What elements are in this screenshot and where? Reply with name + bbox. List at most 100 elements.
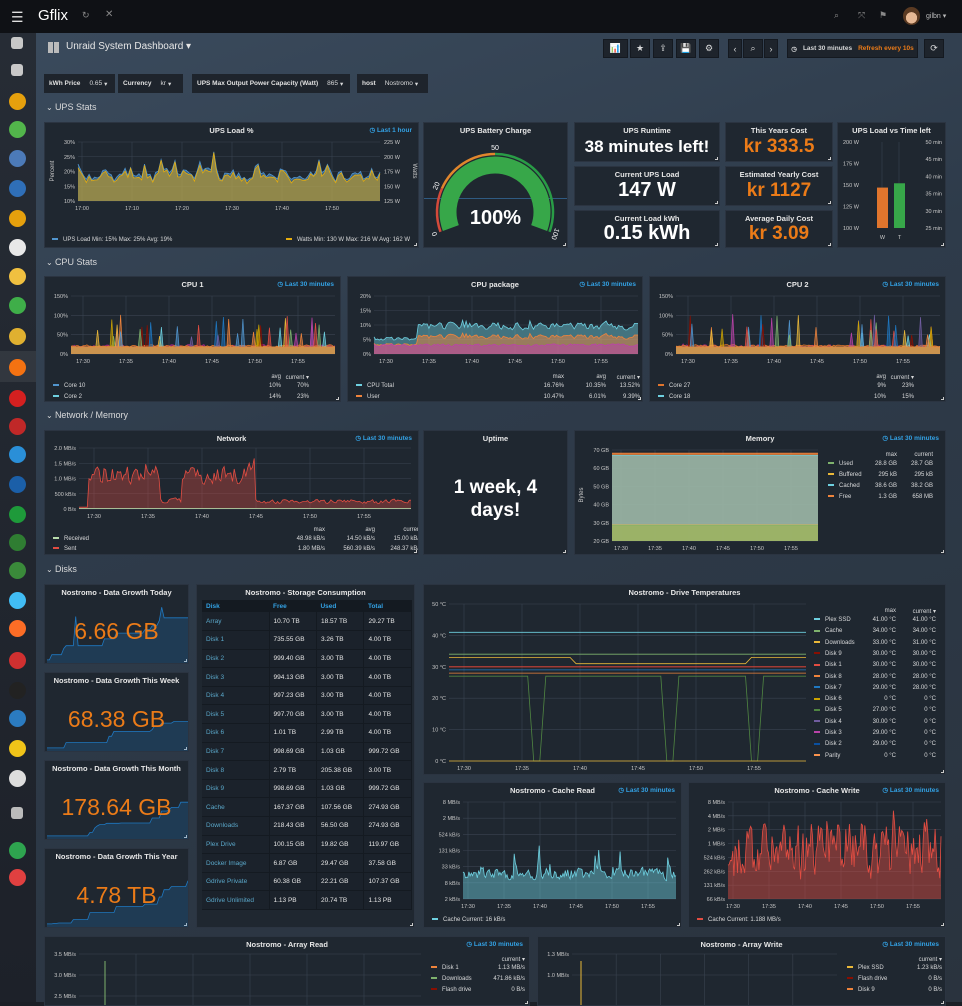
lifebuoy-blue-icon[interactable] [9,239,26,256]
legend-header[interactable]: max [884,608,896,614]
panel-title[interactable]: CPU 1 [181,280,204,289]
row-cpu-stats[interactable]: CPU Stats [46,257,97,267]
bars-app-icon[interactable] [9,562,26,579]
red-download-icon[interactable] [9,652,26,669]
lazy-app-icon[interactable] [9,682,26,699]
chart-canvas[interactable]: 20% 15% 10% 5% 0% 17:30 17:35 17:40 17:45 17:50 17… [348,277,643,402]
settings-button[interactable]: ⚙ [699,39,719,58]
resize-handle[interactable] [336,397,339,400]
avatar[interactable] [903,7,920,25]
variable-ups-max-output-power-capacity-watt[interactable]: UPS Max Output Power Capacity (Watt) 865 ▾ [192,74,350,93]
legend-item[interactable]: Core 2 [53,394,82,400]
resize-handle[interactable] [563,243,566,246]
house-app-icon[interactable] [9,592,26,609]
resize-handle[interactable] [941,550,944,553]
resize-handle[interactable] [828,157,831,160]
variable-kwh-price[interactable]: kWh Price 0.65 ▾ [44,74,115,93]
column-header[interactable]: Disk [202,600,269,612]
chart-canvas[interactable]: 8 MB/s 4 MB/s 2 MB/s 1 MB/s 524 kB/s 262 kB/s… [689,783,946,928]
plex-chevron-icon[interactable] [9,93,26,110]
share-button[interactable]: ⇪ [653,39,673,58]
save-button[interactable]: 💾 [676,39,696,58]
blue-app-icon[interactable] [9,150,26,167]
row-network-memory[interactable]: Network / Memory [46,410,128,420]
resize-handle[interactable] [715,243,718,246]
dashboard-title[interactable]: Unraid System Dashboard ▾ [66,41,192,52]
resize-handle[interactable] [184,923,187,926]
resize-handle[interactable] [410,923,413,926]
chart-canvas[interactable] [45,673,189,752]
green-sync-icon[interactable] [9,297,26,314]
resize-handle[interactable] [828,201,831,204]
map-icon[interactable] [9,770,26,787]
resize-handle[interactable] [941,923,944,926]
resize-handle[interactable] [184,659,187,662]
legend-item[interactable]: CPU Total [356,383,394,389]
panel-title[interactable]: Average Daily Cost [744,214,814,223]
chart-canvas[interactable]: 200 W 175 W 150 W 125 W 100 W 50 min 45 min 40 … [838,123,946,248]
green-u-icon[interactable] [9,506,26,523]
water-drop-icon[interactable] [9,710,26,727]
sab-icon[interactable] [9,740,26,757]
legend-item[interactable]: Core 10 [53,383,85,389]
legend-item[interactable]: Downloads [814,640,855,646]
refresh-button[interactable]: ⟳ [924,39,944,58]
app-title[interactable]: Gflix [38,7,68,24]
legend-header[interactable]: current ▾ [918,957,942,963]
legend-item[interactable]: Core 18 [658,394,690,400]
panel-title[interactable]: Estimated Yearly Cost [739,170,819,179]
panel-title[interactable]: Nostromo - Data Growth Today [61,588,172,597]
legend-cache[interactable]: Cache Current: 1.188 MB/s [697,917,781,923]
column-header[interactable]: Used [316,600,364,612]
panel-title[interactable]: Nostromo - Storage Consumption [245,588,366,597]
chart-canvas[interactable] [45,761,189,840]
panel-title[interactable]: Nostromo - Cache Read [509,786,596,795]
cloud-icon[interactable] [9,180,26,197]
legend-item[interactable]: Flash drive [431,987,471,993]
star-button[interactable]: ★ [630,39,650,58]
legend-item[interactable]: Received [53,536,89,542]
grafana-icon[interactable] [9,359,26,376]
time-forward-button[interactable]: › [764,39,778,58]
legend-item[interactable]: Cached [828,483,860,489]
legend-item[interactable]: Disk 5 [814,707,842,713]
legend-item[interactable]: Plex SSD [847,965,884,971]
legend-item[interactable]: Core 27 [658,383,690,389]
variable-currency[interactable]: Currency kr ▾ [118,74,183,93]
legend-watts[interactable]: Watts Min: 130 W Max: 216 W Avg: 162 W [285,237,410,243]
row-ups-stats[interactable]: UPS Stats [46,102,97,112]
legend-item[interactable]: Disk 3 [814,730,842,736]
time-back-button[interactable]: ‹ [728,39,742,58]
chart-canvas[interactable]: 8 MB/s 2 MB/s 524 kB/s 131 kB/s 33 kB/s 8 kB/… [424,783,682,928]
panel-title[interactable]: Current Load kWh [614,214,680,223]
legend-item[interactable]: Disk 1 [814,662,842,668]
chart-canvas[interactable]: 70 GB 60 GB 50 GB 40 GB 30 GB 20 GB 17:30 17:35… [575,431,946,555]
row-disks[interactable]: Disks [46,564,77,574]
home-icon[interactable] [11,37,23,49]
panel-title[interactable]: UPS Load vs Time left [852,126,931,135]
legend-header[interactable]: current ▾ [285,375,309,381]
chart-canvas[interactable]: 150% 100% 50% 0% 17:30 17:35 17:40 17:45 17:50 17… [650,277,946,402]
resize-handle[interactable] [715,201,718,204]
panel-title[interactable]: Network [216,434,247,443]
legend-item[interactable]: Disk 1 [431,965,459,971]
legend-item[interactable]: Disk 7 [814,685,842,691]
menu-icon[interactable]: ☰ [11,9,24,25]
variable-value[interactable]: Nostromo [384,80,413,87]
legend-header[interactable]: avg [596,374,606,380]
panel-title[interactable]: Nostromo - Cache Write [774,786,860,795]
user-menu[interactable]: gilbn ▾ [926,13,947,20]
panel-title[interactable]: Nostromo - Drive Temperatures [628,588,741,597]
panel-title[interactable]: Nostromo - Data Growth This Month [52,764,181,773]
resize-handle[interactable] [677,923,680,926]
panel-title[interactable]: UPS Load % [209,126,254,135]
resize-handle[interactable] [184,835,187,838]
resize-handle[interactable] [563,550,566,553]
legend-item[interactable]: Buffered [828,472,862,478]
chart-canvas[interactable]: 2.0 MB/s 1.5 MB/s 1.0 MB/s 500 kB/s 0 B/s 17:… [45,431,419,555]
blue-u-icon[interactable] [9,476,26,493]
chart-canvas[interactable]: 50 °C 40 °C 30 °C 20 °C 10 °C 0 °C 17:30 17:35 1… [424,585,946,775]
add-panel-button[interactable]: 📊 [603,39,628,58]
panel-title[interactable]: Nostromo - Array Read [246,940,328,949]
panel-title[interactable]: CPU 2 [786,280,809,289]
